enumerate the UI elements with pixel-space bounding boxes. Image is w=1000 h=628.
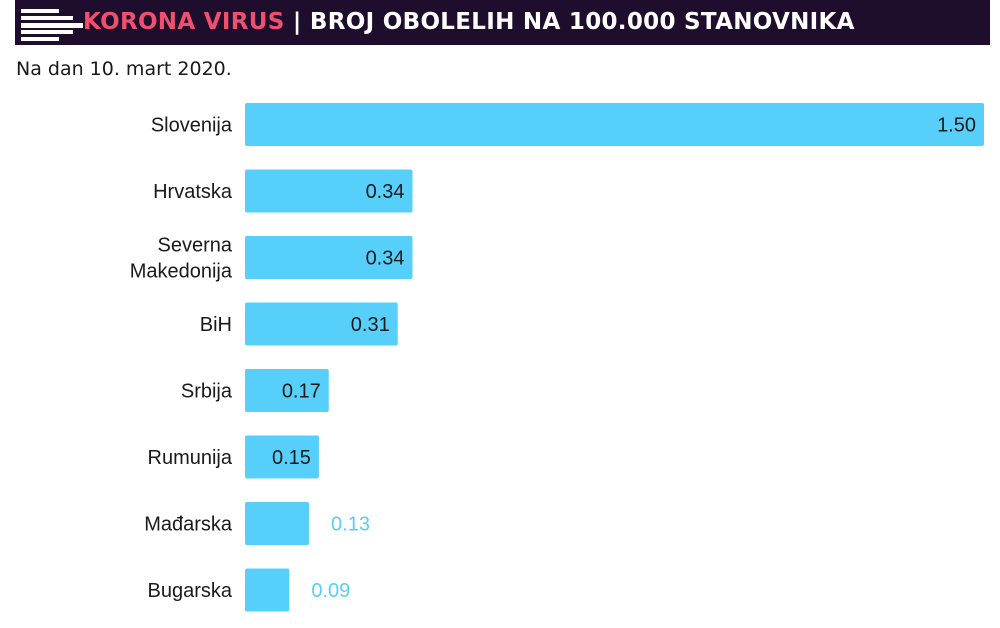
- bar: [245, 302, 398, 346]
- logo-lines-icon: [15, 0, 83, 45]
- value-label: 0.15: [272, 447, 311, 469]
- title-accent: KORONA VIRUS: [83, 9, 285, 35]
- bar: [245, 169, 413, 213]
- title-main: BROJ OBOLELIH NA 100.000 STANOVNIKA: [309, 9, 855, 35]
- category-label: Rumunija: [148, 447, 233, 469]
- category-label: Slovenija: [151, 115, 233, 137]
- value-label: 0.13: [331, 514, 370, 536]
- value-label: 1.50: [937, 115, 976, 137]
- category-label: Hrvatska: [153, 181, 233, 203]
- category-label: Mađarska: [144, 514, 233, 536]
- value-label: 0.34: [366, 181, 405, 203]
- bar: [245, 435, 319, 479]
- value-label: 0.34: [366, 248, 405, 270]
- bar: [245, 103, 984, 146]
- page-title: KORONA VIRUS | BROJ OBOLELIH NA 100.000 …: [83, 0, 855, 45]
- category-label: Srbija: [181, 381, 233, 403]
- title-separator: |: [292, 9, 302, 35]
- bar: [245, 502, 310, 545]
- subtitle-date: Na dan 10. mart 2020.: [16, 58, 232, 80]
- category-label: Severna Makedonija: [130, 235, 233, 283]
- value-label: 0.09: [311, 580, 350, 602]
- value-label: 0.17: [282, 381, 321, 403]
- bar: [245, 568, 290, 612]
- title-banner: KORONA VIRUS | BROJ OBOLELIH NA 100.000 …: [15, 0, 990, 45]
- category-label: Bugarska: [148, 580, 233, 602]
- bar: [245, 236, 413, 279]
- bar: [245, 369, 329, 412]
- category-label: BiH: [200, 314, 232, 336]
- value-label: 0.31: [351, 314, 390, 336]
